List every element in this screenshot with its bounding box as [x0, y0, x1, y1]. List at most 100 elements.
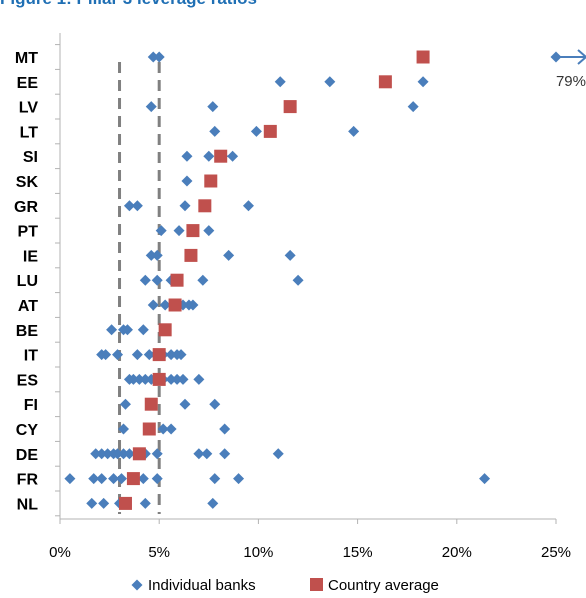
bank-point-es	[165, 373, 177, 385]
average-point-si	[214, 149, 228, 163]
bank-point-si	[181, 150, 193, 162]
category-label-fi: FI	[24, 397, 38, 414]
x-tick-label: 10%	[243, 544, 273, 561]
average-point-lv	[283, 100, 297, 114]
category-label-lv: LV	[19, 100, 39, 117]
legend-diamond-icon	[131, 579, 143, 591]
bank-point-de	[117, 448, 129, 460]
bank-point-lu	[197, 274, 209, 286]
bank-point-de	[112, 448, 124, 460]
bank-point-sk	[181, 175, 193, 187]
category-label-de: DE	[16, 447, 39, 464]
bank-point-de	[193, 448, 205, 460]
legend: Individual banks Country average	[131, 577, 439, 594]
average-point-fr	[126, 472, 140, 486]
bank-point-es	[133, 373, 145, 385]
x-tick-label: 0%	[49, 544, 71, 561]
bank-point-fi	[179, 398, 191, 410]
bank-point-ie	[223, 249, 235, 261]
bank-point-pt	[173, 225, 185, 237]
bank-point-it	[100, 349, 112, 361]
category-label-si: SI	[23, 149, 38, 166]
bank-point-ee	[274, 76, 286, 88]
bank-point-it	[165, 349, 177, 361]
chart-title: Figure 1: Pillar 3 leverage ratios	[0, 0, 257, 9]
category-label-at: AT	[18, 298, 38, 315]
average-point-lt	[263, 124, 277, 138]
bank-point-lt	[209, 125, 221, 137]
bank-point-fr	[88, 473, 100, 485]
x-tick-label: 15%	[343, 544, 373, 561]
category-label-it: IT	[24, 348, 38, 365]
bank-point-lv	[407, 101, 419, 113]
legend-label-banks: Individual banks	[148, 577, 256, 594]
average-point-it	[152, 348, 166, 362]
bank-point-gr	[242, 200, 254, 212]
bank-point-fr	[96, 473, 108, 485]
category-labels: MT EE LV LT SI SK GR PT IE LU AT BE IT ES FI CY DE FR NL	[14, 50, 38, 513]
bank-point-de	[201, 448, 213, 460]
bank-point-de	[151, 448, 163, 460]
average-point-nl	[118, 496, 132, 510]
x-tick-labels: 0% 5% 10% 15% 20% 25%	[49, 544, 571, 561]
bank-point-be	[121, 324, 133, 336]
bank-point-cy	[117, 423, 129, 435]
average-point-es	[152, 372, 166, 386]
bank-point-fi	[119, 398, 131, 410]
bank-point-lu	[292, 274, 304, 286]
bank-point-lt	[348, 125, 360, 137]
bank-point-fr	[137, 473, 149, 485]
bank-point-de	[272, 448, 284, 460]
bank-point-at	[159, 299, 171, 311]
bank-point-be	[106, 324, 118, 336]
bank-point-de	[102, 448, 114, 460]
average-point-be	[158, 323, 172, 337]
bank-point-fr	[116, 473, 128, 485]
average-point-at	[168, 298, 182, 312]
bank-point-es	[193, 373, 205, 385]
bank-point-nl	[207, 497, 219, 509]
legend-square-icon	[310, 578, 323, 591]
bank-point-lv	[145, 101, 157, 113]
reference-lines	[118, 62, 161, 514]
bank-point-pt	[203, 225, 215, 237]
outlier-arrow-head	[577, 49, 586, 65]
average-point-mt	[416, 50, 430, 64]
category-label-lt: LT	[20, 124, 39, 141]
average-point-ee	[378, 75, 392, 89]
bank-point-be	[137, 324, 149, 336]
bank-point-cy	[165, 423, 177, 435]
bank-point-at	[147, 299, 159, 311]
bank-point-cy	[219, 423, 231, 435]
bank-point-fr	[151, 473, 163, 485]
bank-point-es	[177, 373, 189, 385]
bank-point-mt	[147, 51, 159, 63]
average-point-lu	[170, 273, 184, 287]
bank-point-ie	[145, 249, 157, 261]
bank-point-at	[187, 299, 199, 311]
bank-point-fi	[209, 398, 221, 410]
bank-point-it	[175, 349, 187, 361]
average-point-cy	[142, 422, 156, 436]
bank-point-es	[171, 373, 183, 385]
bank-point-es	[139, 373, 151, 385]
x-tick-label: 20%	[442, 544, 472, 561]
legend-label-average: Country average	[328, 577, 439, 594]
bank-point-it	[143, 349, 155, 361]
category-label-pt: PT	[18, 224, 39, 241]
outlier-label: 79%	[556, 73, 586, 90]
bank-point-nl	[86, 497, 98, 509]
x-tick-label: 5%	[148, 544, 170, 561]
bank-point-gr	[179, 200, 191, 212]
category-label-cy: CY	[16, 422, 39, 439]
bank-point-ee	[324, 76, 336, 88]
category-label-be: BE	[16, 323, 39, 340]
average-point-de	[132, 447, 146, 461]
bank-point-nl	[139, 497, 151, 509]
bank-point-lu	[151, 274, 163, 286]
bank-point-lt	[250, 125, 262, 137]
bank-point-de	[90, 448, 102, 460]
x-tick-label: 25%	[541, 544, 571, 561]
bank-point-fr	[108, 473, 120, 485]
